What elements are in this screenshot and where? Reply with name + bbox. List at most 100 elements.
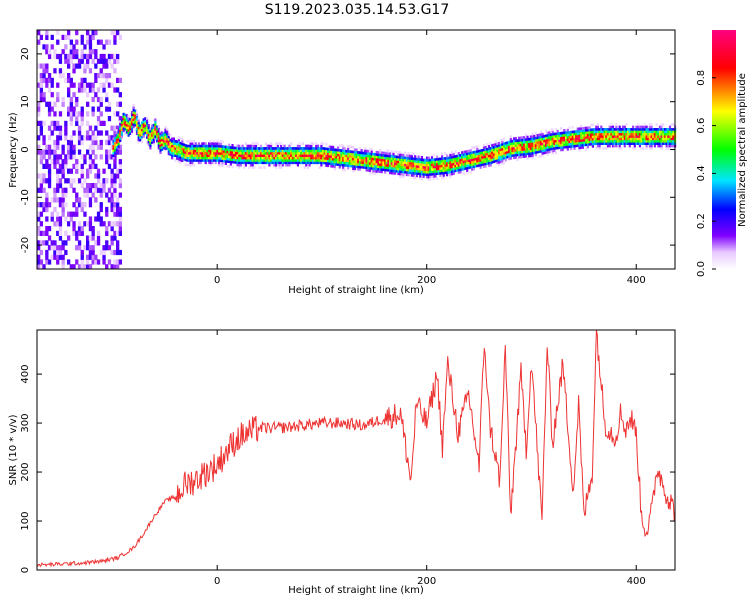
spectrogram-cell xyxy=(261,147,264,150)
spectrogram-cell xyxy=(409,169,412,172)
spectrogram-cell xyxy=(611,132,615,136)
spectrogram-cell xyxy=(91,254,95,260)
spectrogram-cell xyxy=(399,170,402,173)
spectrogram-cell xyxy=(107,116,112,122)
spectrogram-cell xyxy=(325,164,328,167)
spectrogram-cell xyxy=(617,135,620,138)
spectrogram-cell xyxy=(218,147,221,150)
spectrogram-cell xyxy=(105,154,109,160)
spectrogram-cell xyxy=(221,145,224,148)
spectrogram-cell xyxy=(112,139,115,143)
spectrogram-cell xyxy=(234,149,237,152)
spectrogram-cell xyxy=(280,149,283,153)
x-tick-label: 200 xyxy=(417,576,436,587)
spectrogram-cell xyxy=(513,156,516,160)
spectrogram-cell xyxy=(56,173,60,179)
spectrogram-cell xyxy=(653,130,656,134)
spectrogram-cell xyxy=(182,150,185,154)
spectrogram-cell xyxy=(116,259,120,265)
spectrogram-cell xyxy=(120,116,123,120)
spectrogram-cell xyxy=(75,30,79,36)
spectrogram-cell xyxy=(199,151,202,155)
spectrogram-cell xyxy=(466,152,469,156)
spectrogram-cell xyxy=(628,139,631,143)
spectrogram-cell xyxy=(58,249,63,256)
spectrogram-cell xyxy=(342,163,345,167)
spectrogram-cell xyxy=(526,135,529,139)
spectrogram-cell xyxy=(166,137,169,141)
spectrogram-cell xyxy=(239,161,242,165)
spectrogram-cell xyxy=(72,211,76,217)
spectrogram-cell xyxy=(80,230,84,236)
spectrogram-cell xyxy=(47,106,52,112)
spectrogram-cell xyxy=(256,151,259,155)
spectrogram-cell xyxy=(610,132,613,136)
spectrogram-cell xyxy=(394,167,397,170)
spectrogram-cell xyxy=(196,147,199,150)
spectrogram-cell xyxy=(586,131,589,134)
spectrogram-cell xyxy=(432,175,435,178)
spectrogram-cell xyxy=(390,159,393,163)
spectrogram-cell xyxy=(549,133,553,136)
spectrogram-cell xyxy=(53,154,57,160)
spectrogram-cell xyxy=(67,211,71,217)
spectrogram-cell xyxy=(539,150,543,153)
spectrogram-cell xyxy=(61,73,65,79)
spectrogram-cell xyxy=(536,141,539,144)
spectrogram-cell xyxy=(660,137,663,141)
spectrogram-cell xyxy=(332,160,335,163)
spectrogram-cell xyxy=(56,216,60,222)
spectrogram-cell xyxy=(166,135,169,138)
spectrogram-cell xyxy=(524,150,527,153)
spectrogram-cell xyxy=(157,132,160,136)
spectrogram-cell xyxy=(565,133,568,137)
spectrogram-cell xyxy=(107,106,112,112)
spectrogram-cell xyxy=(265,147,268,150)
spectrogram-cell xyxy=(605,137,608,141)
spectrogram-cell xyxy=(424,168,427,171)
spectrogram-cell xyxy=(156,137,159,141)
spectrogram-cell xyxy=(610,130,613,134)
spectrogram-cell xyxy=(625,139,628,143)
spectrogram-cell xyxy=(446,173,449,177)
spectrogram-cell xyxy=(113,87,117,93)
spectrogram-cell xyxy=(132,113,135,117)
spectrogram-cell xyxy=(107,149,112,155)
spectrogram-cell xyxy=(464,162,467,166)
spectrogram-cell xyxy=(328,159,331,163)
spectrogram-x-ticks: 0 200 400 xyxy=(214,30,646,286)
spectrogram-cell xyxy=(118,101,122,107)
spectrogram-cell xyxy=(67,53,71,60)
spectrogram-cell xyxy=(296,159,299,162)
spectrogram-cell xyxy=(471,158,474,162)
spectrogram-cell xyxy=(39,130,43,136)
spectrogram-cell xyxy=(221,140,224,144)
spectrogram-cell xyxy=(394,160,397,163)
spectrogram-cell xyxy=(176,147,179,151)
spectrogram-cell xyxy=(638,142,641,145)
spectrogram-cell xyxy=(560,134,563,137)
spectrogram-cell xyxy=(69,168,73,174)
spectrogram-cell xyxy=(580,132,583,135)
spectrogram-cell xyxy=(449,158,452,162)
spectrogram-cell xyxy=(77,149,82,155)
spectrogram-cell xyxy=(653,132,656,136)
spectrogram-cell xyxy=(441,171,444,175)
spectrogram-cell xyxy=(139,131,142,135)
spectrogram-cell xyxy=(640,142,643,145)
spectrogram-cell xyxy=(56,249,60,256)
spectrogram-cell xyxy=(166,147,169,150)
spectrogram-cell xyxy=(295,151,298,155)
spectrogram-cell xyxy=(514,149,517,152)
spectrogram-cell xyxy=(275,161,278,165)
spectrogram-cell xyxy=(117,145,120,148)
spectrogram-cell xyxy=(127,124,130,128)
spectrogram-cell xyxy=(499,153,502,156)
spectrogram-cell xyxy=(466,162,469,165)
spectrogram-cell xyxy=(372,164,375,168)
spectrogram-cell xyxy=(601,142,605,145)
spectrogram-cell xyxy=(672,137,675,141)
spectrogram-cell xyxy=(110,173,114,179)
spectrogram-cell xyxy=(529,135,532,139)
spectrogram-cell xyxy=(486,152,489,156)
